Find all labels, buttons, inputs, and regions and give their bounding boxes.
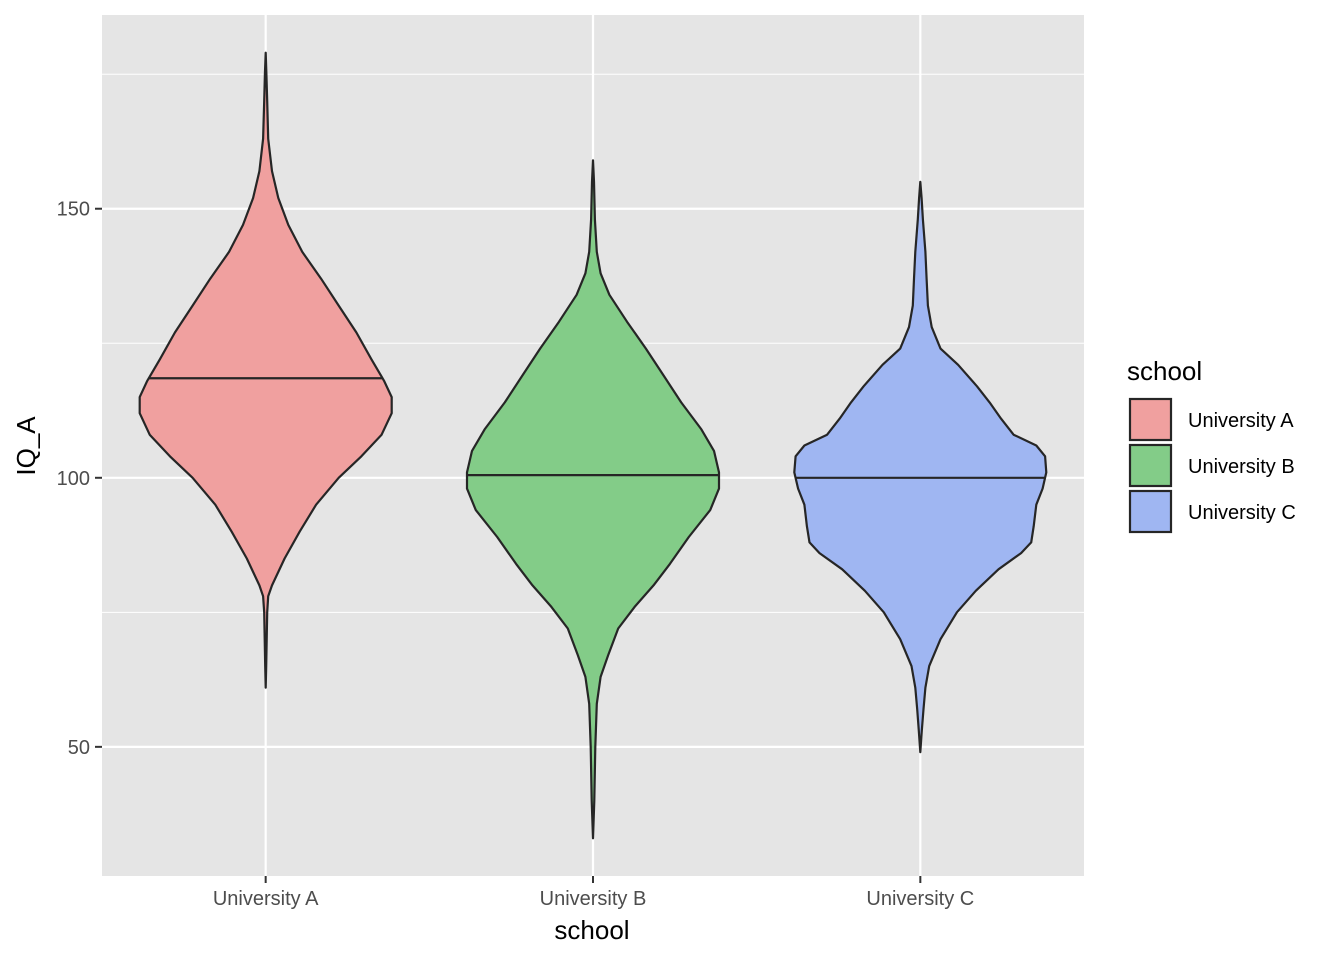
violin-university-a	[138, 51, 393, 689]
legend: school University A University B Universit…	[1127, 356, 1296, 534]
legend-label: University A	[1188, 410, 1294, 432]
legend-label: University B	[1188, 456, 1295, 478]
x-axis: University A University B University C	[213, 876, 974, 910]
x-axis-title: school	[554, 915, 629, 945]
legend-swatch	[1128, 489, 1173, 534]
legend-swatch	[1128, 397, 1173, 442]
legend-title: school	[1127, 356, 1202, 386]
legend-label: University C	[1188, 502, 1296, 524]
x-tick-label: University A	[213, 888, 319, 910]
y-axis: 50 100 150	[57, 199, 102, 759]
y-tick-label: 150	[57, 199, 90, 221]
x-tick-label: University B	[540, 888, 647, 910]
y-axis-title: IQ_A	[11, 416, 41, 476]
violins	[138, 51, 1048, 840]
legend-swatch	[1128, 443, 1173, 488]
y-tick-label: 100	[57, 468, 90, 490]
x-tick-label: University C	[866, 888, 974, 910]
y-tick-label: 50	[68, 737, 90, 759]
violin-university-b	[465, 159, 721, 840]
violin-university-c	[793, 180, 1048, 754]
